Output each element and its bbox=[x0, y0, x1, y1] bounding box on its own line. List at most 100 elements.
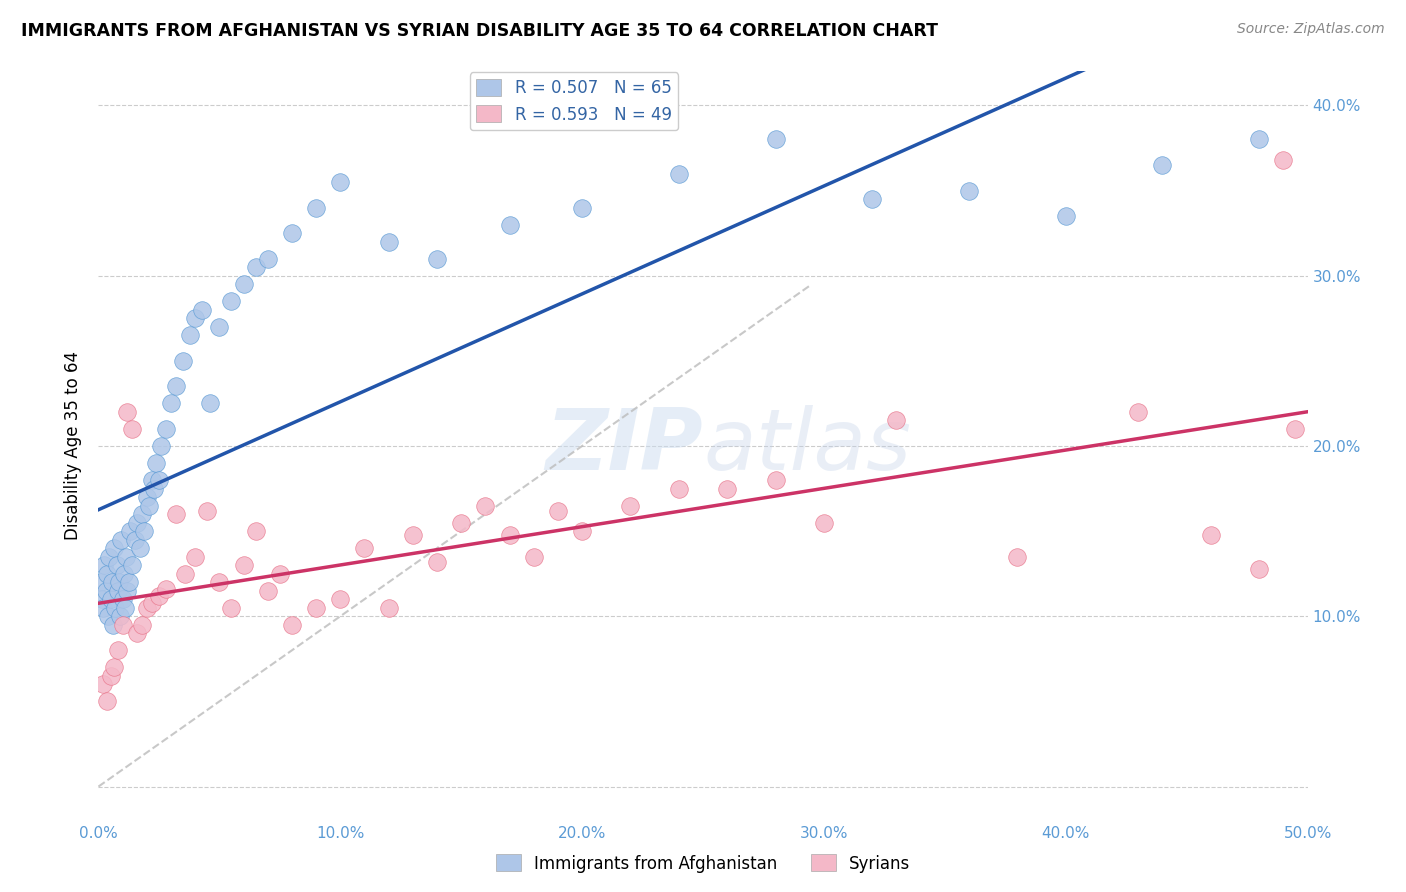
Point bbox=[1249, 561, 1271, 575]
Point bbox=[110, 533, 132, 547]
Point bbox=[127, 626, 149, 640]
Point bbox=[145, 456, 167, 470]
Point bbox=[112, 566, 135, 581]
Point bbox=[131, 617, 153, 632]
Point bbox=[174, 566, 197, 581]
Point bbox=[813, 516, 835, 530]
Y-axis label: Disability Age 35 to 64: Disability Age 35 to 64 bbox=[65, 351, 83, 541]
Point bbox=[160, 396, 183, 410]
Point bbox=[91, 600, 114, 615]
Point bbox=[127, 516, 149, 530]
Point bbox=[305, 600, 328, 615]
Point bbox=[93, 558, 115, 573]
Text: Source: ZipAtlas.com: Source: ZipAtlas.com bbox=[1237, 22, 1385, 37]
Point bbox=[148, 473, 170, 487]
Point bbox=[121, 422, 143, 436]
Point bbox=[114, 600, 136, 615]
Point bbox=[547, 504, 569, 518]
Point bbox=[96, 566, 118, 581]
Point bbox=[97, 609, 120, 624]
Point bbox=[131, 507, 153, 521]
Point bbox=[141, 473, 163, 487]
Point bbox=[1054, 209, 1077, 223]
Point bbox=[1199, 527, 1222, 541]
Point bbox=[716, 482, 738, 496]
Point bbox=[1284, 422, 1306, 436]
Point bbox=[1128, 405, 1150, 419]
Point bbox=[1249, 132, 1271, 146]
Point bbox=[402, 527, 425, 541]
Point bbox=[1152, 158, 1174, 172]
Point bbox=[117, 583, 139, 598]
Point bbox=[148, 589, 170, 603]
Point bbox=[143, 482, 166, 496]
Point bbox=[195, 504, 218, 518]
Point bbox=[117, 405, 139, 419]
Point bbox=[886, 413, 908, 427]
Point bbox=[523, 549, 546, 564]
Point bbox=[98, 549, 121, 564]
Point bbox=[141, 596, 163, 610]
Point bbox=[1007, 549, 1029, 564]
Point bbox=[155, 582, 177, 596]
Point bbox=[103, 541, 125, 556]
Point bbox=[100, 575, 122, 590]
Point bbox=[90, 575, 112, 590]
Legend: Immigrants from Afghanistan, Syrians: Immigrants from Afghanistan, Syrians bbox=[489, 847, 917, 880]
Point bbox=[498, 527, 520, 541]
Text: atlas: atlas bbox=[703, 404, 911, 488]
Point bbox=[208, 575, 231, 590]
Point bbox=[108, 575, 131, 590]
Text: ZIP: ZIP bbox=[546, 404, 703, 488]
Point bbox=[128, 541, 150, 556]
Point bbox=[221, 294, 243, 309]
Point bbox=[957, 184, 980, 198]
Point bbox=[135, 600, 157, 615]
Point bbox=[668, 482, 690, 496]
Point bbox=[184, 549, 207, 564]
Point bbox=[474, 499, 496, 513]
Point bbox=[860, 192, 883, 206]
Point bbox=[191, 302, 214, 317]
Point bbox=[165, 379, 187, 393]
Point bbox=[105, 558, 128, 573]
Point bbox=[208, 319, 231, 334]
Legend: R = 0.507   N = 65, R = 0.593   N = 49: R = 0.507 N = 65, R = 0.593 N = 49 bbox=[470, 72, 678, 130]
Point bbox=[100, 592, 122, 607]
Point bbox=[111, 617, 134, 632]
Point bbox=[353, 541, 375, 556]
Point bbox=[115, 549, 138, 564]
Point bbox=[179, 328, 201, 343]
Point bbox=[91, 677, 114, 691]
Point bbox=[571, 201, 593, 215]
Point bbox=[765, 473, 787, 487]
Point bbox=[111, 592, 134, 607]
Point bbox=[104, 600, 127, 615]
Point bbox=[118, 575, 141, 590]
Point bbox=[269, 566, 291, 581]
Point bbox=[329, 592, 352, 607]
Point bbox=[619, 499, 641, 513]
Point bbox=[305, 201, 328, 215]
Point bbox=[138, 499, 160, 513]
Point bbox=[281, 226, 304, 240]
Point bbox=[329, 175, 352, 189]
Point bbox=[1272, 153, 1295, 167]
Point bbox=[135, 490, 157, 504]
Point bbox=[221, 600, 243, 615]
Point bbox=[377, 600, 399, 615]
Point bbox=[232, 277, 254, 292]
Point bbox=[377, 235, 399, 249]
Point bbox=[165, 507, 187, 521]
Point bbox=[134, 524, 156, 538]
Point bbox=[118, 524, 141, 538]
Point bbox=[498, 218, 520, 232]
Point bbox=[245, 260, 267, 275]
Point bbox=[281, 617, 304, 632]
Point bbox=[107, 583, 129, 598]
Point bbox=[198, 396, 221, 410]
Point bbox=[124, 533, 146, 547]
Point bbox=[765, 132, 787, 146]
Text: IMMIGRANTS FROM AFGHANISTAN VS SYRIAN DISABILITY AGE 35 TO 64 CORRELATION CHART: IMMIGRANTS FROM AFGHANISTAN VS SYRIAN DI… bbox=[21, 22, 938, 40]
Point bbox=[100, 669, 122, 683]
